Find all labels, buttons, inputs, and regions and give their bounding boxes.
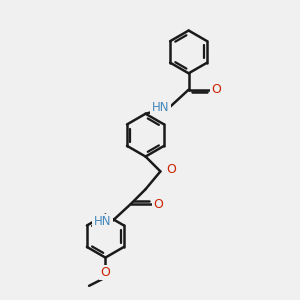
Text: O: O [212,83,221,96]
Text: O: O [154,198,164,211]
Text: HN: HN [152,101,169,114]
Text: O: O [100,266,110,279]
Text: O: O [166,164,175,176]
Text: HN: HN [94,215,111,228]
